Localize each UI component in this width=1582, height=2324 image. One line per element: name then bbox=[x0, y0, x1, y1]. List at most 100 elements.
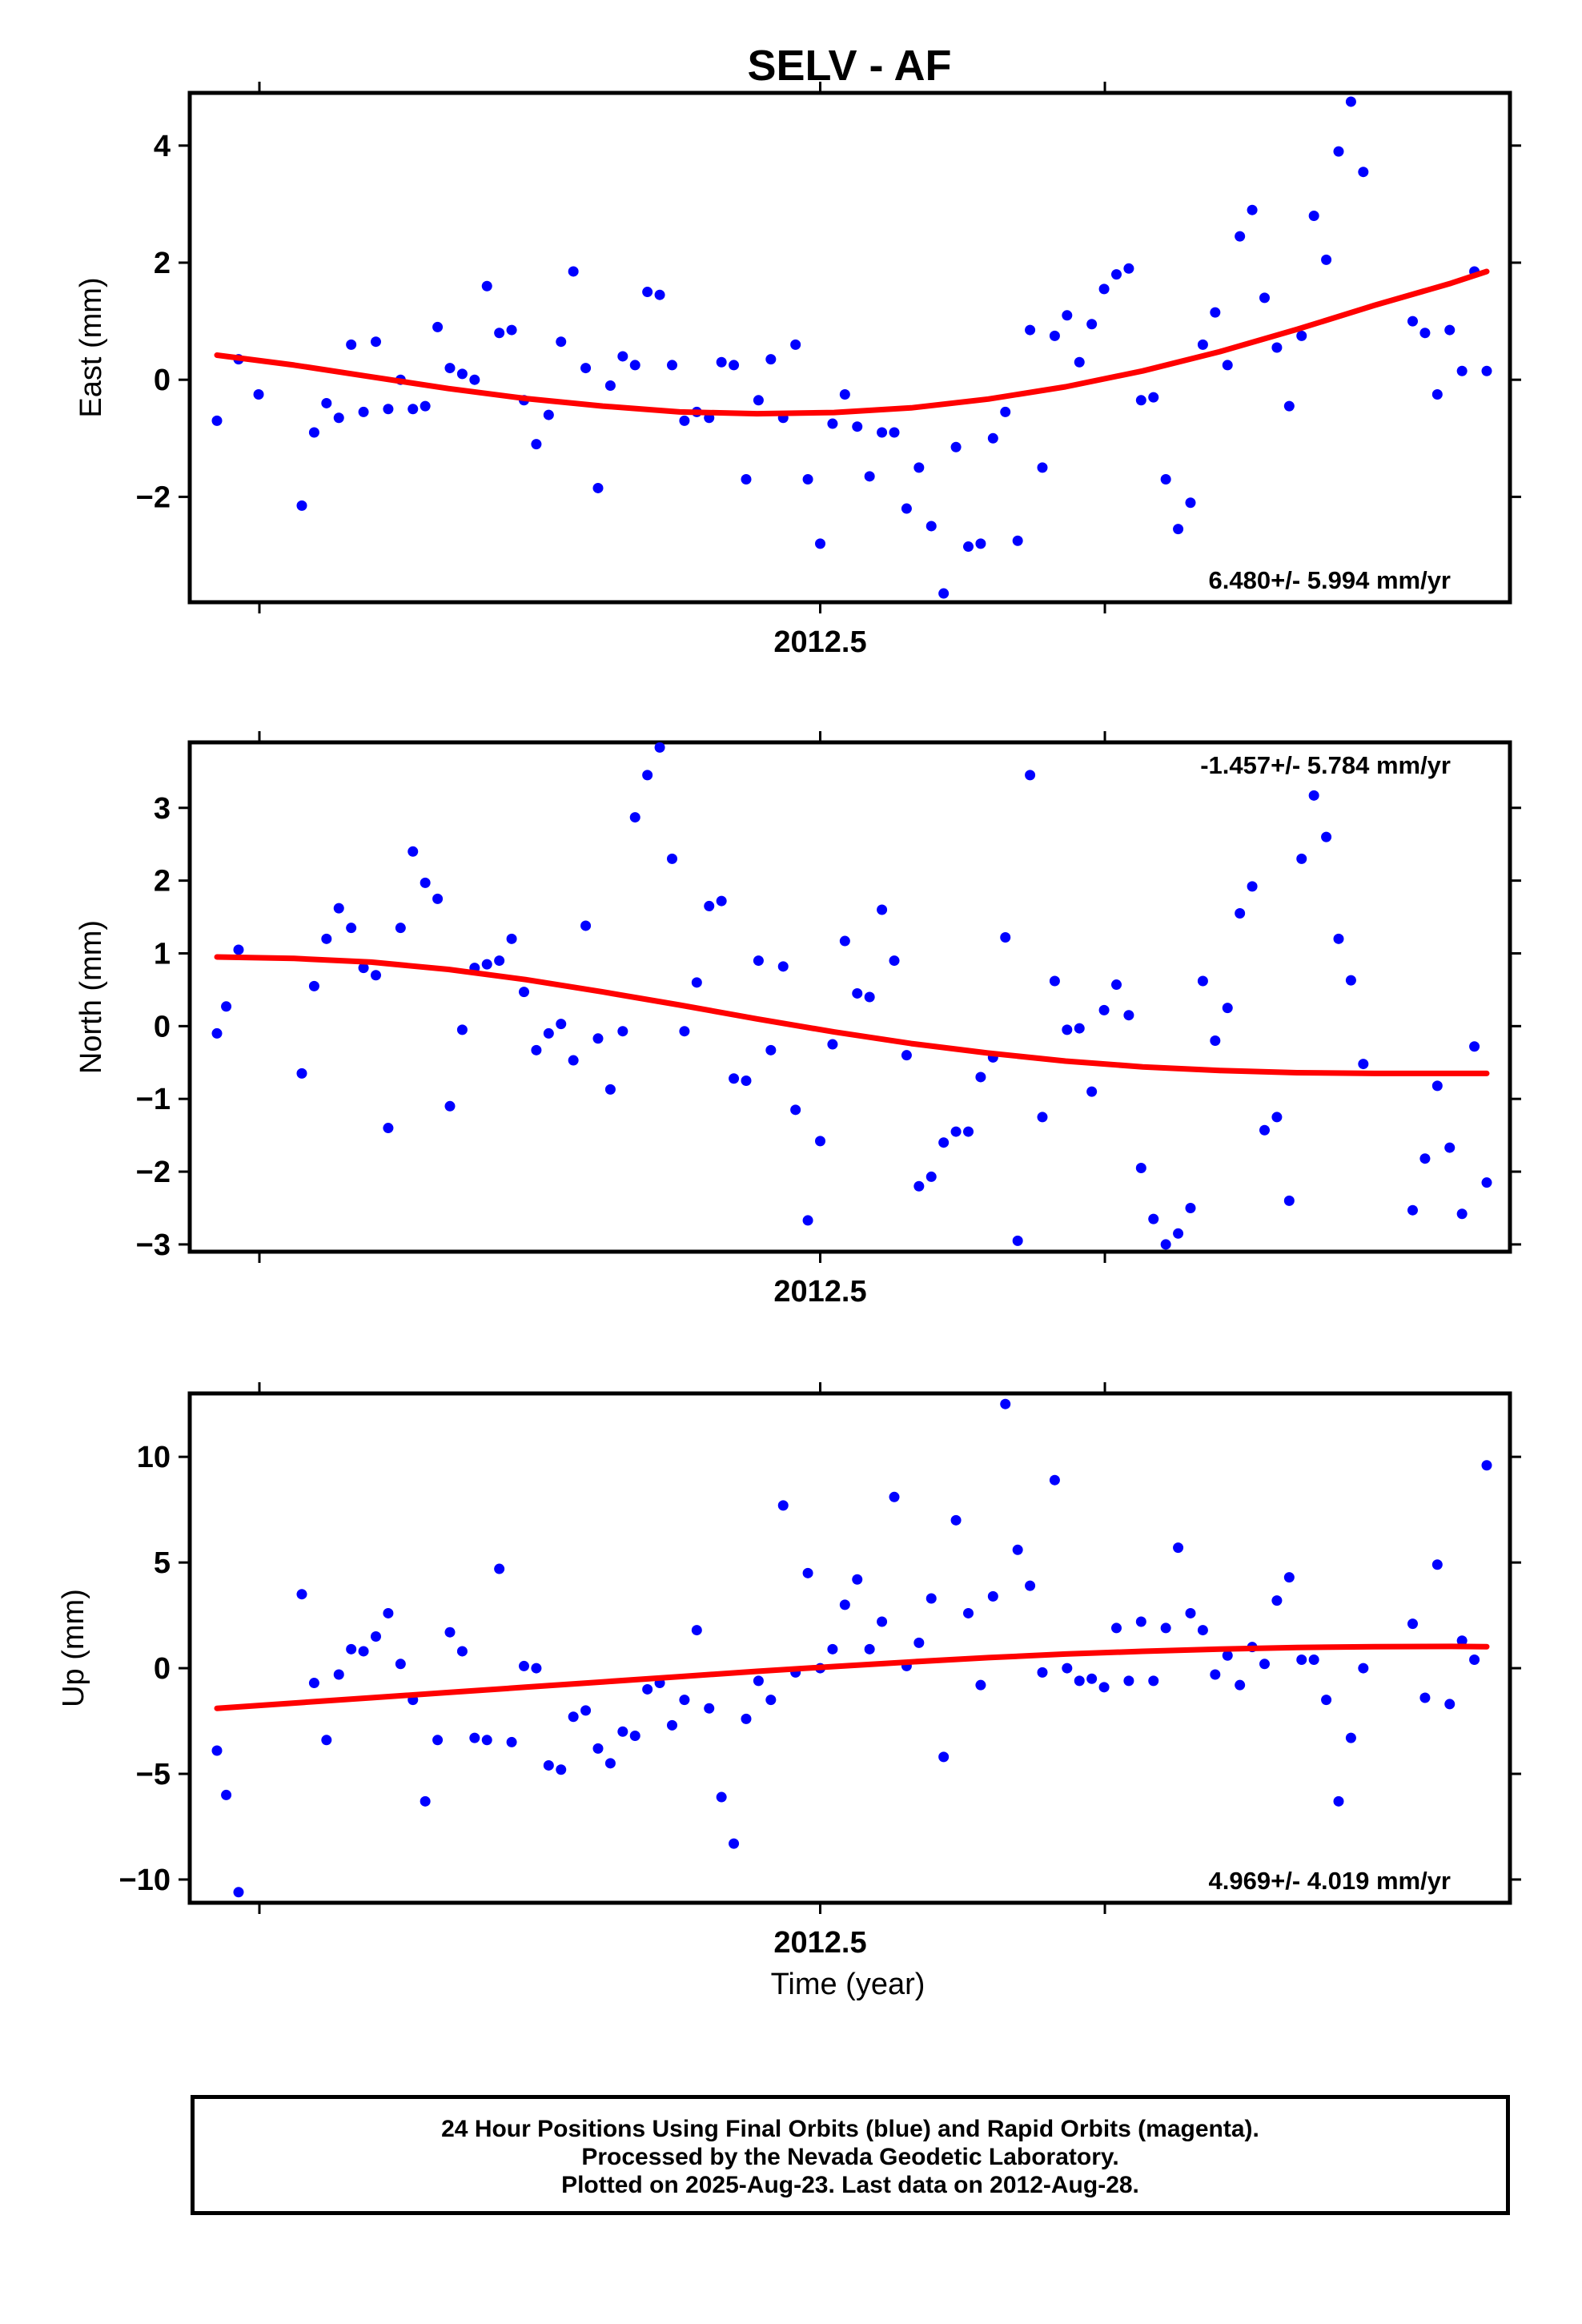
x-tick-label: 2012.5 bbox=[773, 1926, 866, 1960]
data-point bbox=[481, 959, 492, 970]
data-point bbox=[456, 1024, 468, 1035]
data-point bbox=[716, 1791, 727, 1803]
plot-frame-3 bbox=[187, 1391, 1512, 1905]
data-point bbox=[395, 1659, 406, 1670]
data-point bbox=[629, 360, 640, 371]
footer-line-1: 24 Hour Positions Using Final Orbits (bl… bbox=[441, 2116, 1259, 2142]
data-point bbox=[518, 1660, 529, 1671]
data-point bbox=[420, 1795, 431, 1807]
data-point bbox=[839, 388, 850, 400]
data-point bbox=[1222, 1003, 1233, 1014]
data-point bbox=[1247, 881, 1258, 892]
data-point bbox=[1025, 324, 1036, 336]
data-point bbox=[253, 388, 264, 400]
data-point bbox=[1049, 330, 1060, 341]
y-tick-label: 4 bbox=[154, 130, 171, 163]
data-point bbox=[604, 380, 616, 392]
data-point bbox=[1210, 1669, 1221, 1680]
data-point bbox=[975, 538, 986, 549]
data-point bbox=[1110, 269, 1122, 280]
rate-annotation: 6.480+/- 5.994 mm/yr bbox=[1209, 566, 1451, 594]
data-point bbox=[790, 339, 801, 350]
data-point bbox=[1110, 979, 1122, 991]
data-point bbox=[506, 1736, 517, 1747]
data-point bbox=[408, 846, 419, 857]
data-point bbox=[864, 1643, 875, 1655]
data-point bbox=[938, 1137, 950, 1148]
data-point bbox=[506, 933, 517, 944]
x-axis-label: Time (year) bbox=[771, 1968, 926, 2001]
data-point bbox=[1444, 1699, 1456, 1710]
trend-fit-line bbox=[214, 268, 1490, 417]
chart-title: SELV - AF bbox=[748, 42, 952, 90]
data-point bbox=[729, 1073, 740, 1084]
data-point bbox=[592, 1743, 604, 1754]
data-point bbox=[358, 406, 369, 417]
data-point bbox=[1431, 1559, 1443, 1570]
data-point bbox=[568, 1711, 579, 1723]
data-point bbox=[1247, 204, 1258, 215]
data-point bbox=[642, 287, 653, 298]
data-point bbox=[704, 900, 715, 911]
y-tick-label: −2 bbox=[136, 1156, 171, 1189]
data-point bbox=[1123, 1675, 1134, 1687]
data-point bbox=[518, 987, 529, 998]
data-point bbox=[1456, 365, 1468, 376]
data-point bbox=[753, 955, 764, 967]
data-point bbox=[370, 1630, 381, 1642]
data-point bbox=[987, 1590, 998, 1602]
data-point bbox=[1049, 975, 1060, 987]
data-point bbox=[987, 432, 998, 444]
data-point bbox=[556, 336, 567, 348]
data-point bbox=[1481, 365, 1492, 376]
data-point bbox=[456, 368, 468, 380]
data-point bbox=[729, 1838, 740, 1849]
data-point bbox=[1210, 1035, 1221, 1047]
data-point bbox=[592, 1033, 604, 1044]
data-point bbox=[1135, 395, 1146, 406]
data-point bbox=[852, 1574, 863, 1585]
data-point bbox=[1160, 473, 1171, 485]
data-point bbox=[568, 266, 579, 277]
data-point bbox=[481, 1735, 492, 1746]
data-point bbox=[753, 395, 764, 406]
footer-caption: 24 Hour Positions Using Final Orbits (bl… bbox=[191, 2095, 1510, 2215]
data-point bbox=[1358, 1059, 1369, 1070]
data-point bbox=[1000, 931, 1011, 943]
data-point bbox=[1210, 307, 1221, 318]
data-point bbox=[1345, 975, 1356, 986]
data-point bbox=[604, 1758, 616, 1769]
data-point bbox=[864, 991, 875, 1003]
data-point bbox=[432, 893, 444, 904]
data-point bbox=[642, 1683, 653, 1695]
data-point bbox=[211, 1027, 223, 1039]
data-point bbox=[469, 1732, 480, 1743]
data-point bbox=[741, 1713, 752, 1724]
data-point bbox=[1012, 1235, 1023, 1246]
data-point bbox=[950, 1126, 962, 1137]
data-point bbox=[395, 923, 406, 934]
data-point bbox=[642, 770, 653, 781]
trend-fit-line bbox=[214, 954, 1490, 1076]
data-point bbox=[580, 363, 592, 374]
data-point bbox=[926, 1171, 937, 1182]
data-point bbox=[1222, 1650, 1233, 1661]
data-point bbox=[1062, 1663, 1073, 1674]
data-point bbox=[913, 1637, 925, 1648]
data-point bbox=[604, 1084, 616, 1095]
data-point bbox=[481, 280, 492, 292]
data-point bbox=[432, 321, 444, 332]
data-point bbox=[456, 1646, 468, 1657]
data-point bbox=[1173, 1542, 1184, 1554]
data-point bbox=[1431, 388, 1443, 400]
data-point bbox=[346, 923, 357, 934]
data-point bbox=[852, 421, 863, 432]
data-point bbox=[1407, 1618, 1418, 1630]
data-point bbox=[679, 1026, 690, 1037]
data-point bbox=[889, 1491, 900, 1502]
data-point bbox=[777, 1500, 789, 1511]
data-point bbox=[1321, 831, 1332, 842]
data-point bbox=[592, 482, 604, 493]
data-point bbox=[889, 427, 900, 438]
footer-line-2: Processed by the Nevada Geodetic Laborat… bbox=[581, 2144, 1119, 2170]
